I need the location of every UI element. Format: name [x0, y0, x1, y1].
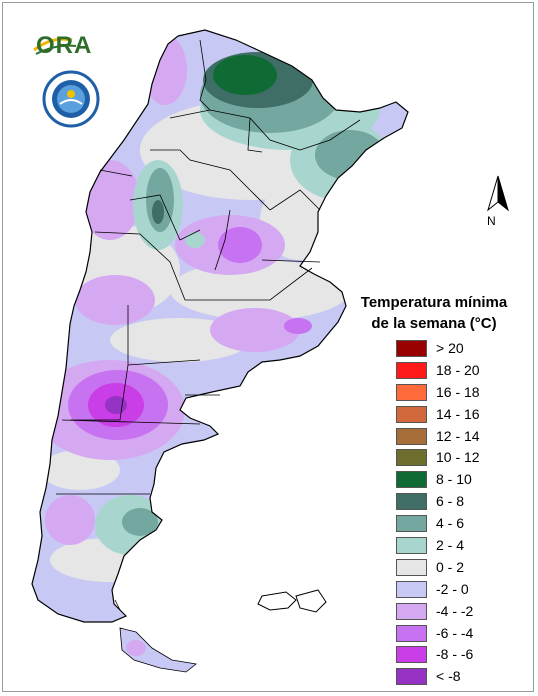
legend-label: 10 - 12 [436, 449, 480, 466]
legend-swatch [396, 471, 427, 489]
legend-item: 6 - 8 [396, 491, 526, 513]
legend-label: -6 - -4 [436, 624, 474, 641]
legend-title: Temperatura mínima de la semana (°C) [338, 292, 530, 334]
legend-swatch [396, 340, 427, 357]
legend-label: 0 - 2 [436, 558, 465, 575]
legend-label: 2 - 4 [436, 537, 465, 554]
ora-logo-text: ORA [36, 32, 93, 59]
legend-swatch [396, 646, 427, 664]
legend-swatch [396, 361, 427, 379]
legend-swatch [396, 515, 427, 533]
legend-swatch [396, 493, 427, 511]
legend-swatch [396, 427, 427, 445]
legend: > 20 18 - 20 16 - 18 14 - 16 12 - 14 10 - 12 8… [396, 338, 526, 688]
legend-swatch [396, 405, 427, 423]
legend-label: < -8 [436, 668, 461, 685]
legend-label: 12 - 14 [436, 427, 480, 444]
legend-label: -4 - -2 [436, 602, 474, 619]
legend-item: 0 - 2 [396, 557, 526, 579]
legend-item: -4 - -2 [396, 601, 526, 623]
legend-label: 18 - 20 [436, 361, 480, 378]
malvinas-islands [257, 589, 327, 613]
legend-item: 12 - 14 [396, 426, 526, 448]
legend-item: 14 - 16 [396, 404, 526, 426]
legend-item: 16 - 18 [396, 382, 526, 404]
smn-seal-icon [42, 70, 100, 128]
legend-item: 4 - 6 [396, 513, 526, 535]
legend-item: 10 - 12 [396, 447, 526, 469]
legend-label: 14 - 16 [436, 405, 480, 422]
legend-swatch [396, 383, 427, 401]
legend-item: 18 - 20 [396, 360, 526, 382]
ora-swoosh-icon [33, 37, 77, 55]
legend-title-line-2: de la semana (°C) [371, 315, 497, 332]
north-label: N [487, 214, 496, 228]
ora-logo: ORA [32, 30, 104, 60]
legend-swatch [396, 449, 427, 467]
legend-swatch [396, 602, 427, 620]
north-arrow-icon [487, 175, 509, 212]
legend-item: -6 - -4 [396, 623, 526, 645]
legend-item: 2 - 4 [396, 535, 526, 557]
legend-label: -8 - -6 [436, 646, 474, 663]
legend-label: 4 - 6 [436, 515, 465, 532]
legend-label: > 20 [436, 340, 464, 356]
legend-item: 8 - 10 [396, 469, 526, 491]
legend-swatch [396, 537, 427, 555]
legend-item: > 20 [396, 338, 526, 360]
province-boundaries [56, 39, 361, 611]
legend-item: -8 - -6 [396, 644, 526, 666]
legend-label: -2 - 0 [436, 580, 469, 597]
legend-item: -2 - 0 [396, 579, 526, 601]
legend-swatch [396, 624, 427, 642]
tierra-del-fuego [119, 627, 197, 673]
legend-item: < -8 [396, 666, 526, 688]
legend-swatch [396, 558, 427, 576]
legend-swatch [396, 580, 427, 598]
legend-label: 6 - 8 [436, 493, 465, 510]
legend-title-line-1: Temperatura mínima [360, 294, 508, 311]
legend-swatch [396, 668, 427, 686]
legend-label: 16 - 18 [436, 383, 480, 400]
legend-label: 8 - 10 [436, 471, 472, 488]
